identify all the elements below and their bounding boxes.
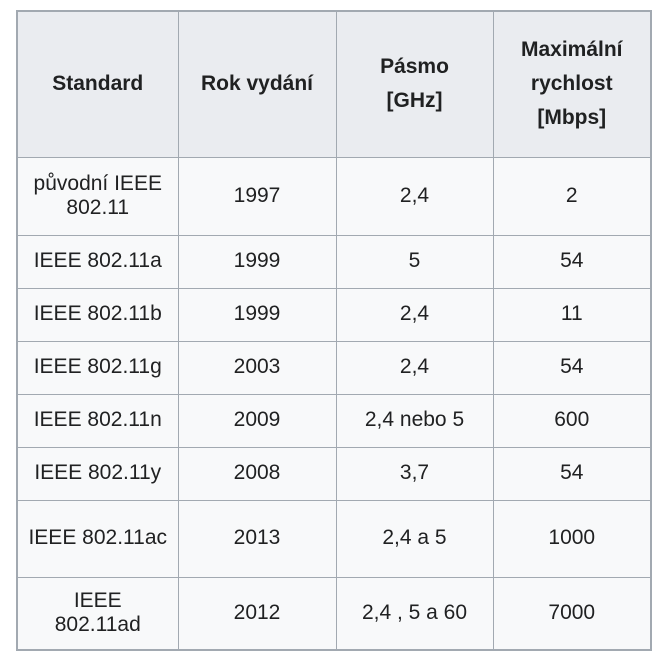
- cell-year: 2012: [177, 576, 337, 651]
- column-header-speed: Maximální rychlost [Mbps]: [492, 10, 652, 158]
- cell-standard: IEEE 802.11g: [16, 340, 179, 395]
- cell-year: 2003: [177, 340, 337, 395]
- cell-year: 2008: [177, 446, 337, 501]
- cell-standard: IEEE 802.11b: [16, 287, 179, 342]
- table-container: Standard Rok vydání Pásmo [GHz] Maximáln…: [16, 10, 652, 651]
- table-row: IEEE 802.11y 2008 3,7 54: [16, 446, 652, 501]
- cell-speed: 54: [492, 340, 652, 395]
- header-speed-label-2: rychlost: [530, 72, 613, 96]
- cell-standard: IEEE 802.11ac: [16, 499, 179, 578]
- cell-year: 1999: [177, 234, 337, 289]
- cell-band: 2,4 , 5 a 60: [335, 576, 494, 651]
- header-speed-label-1: Maximální: [520, 38, 623, 62]
- column-header-standard: Standard: [16, 10, 179, 158]
- cell-speed: 600: [492, 393, 652, 448]
- cell-speed: 1000: [492, 499, 652, 578]
- cell-standard: IEEE 802.11ad: [16, 576, 179, 651]
- cell-speed: 7000: [492, 576, 652, 651]
- cell-speed: 11: [492, 287, 652, 342]
- header-speed-unit: [Mbps]: [537, 106, 607, 130]
- column-header-year: Rok vydání: [177, 10, 337, 158]
- header-year-label: Rok vydání: [200, 72, 314, 96]
- cell-standard: původní IEEE 802.11: [16, 156, 179, 236]
- cell-band: 2,4 nebo 5: [335, 393, 494, 448]
- header-band-label: Pásmo: [380, 55, 449, 79]
- header-standard-label: Standard: [52, 72, 144, 96]
- wifi-standards-table: Standard Rok vydání Pásmo [GHz] Maximáln…: [16, 10, 652, 651]
- table-row: původní IEEE 802.11 1997 2,4 2: [16, 156, 652, 236]
- table-row: IEEE 802.11n 2009 2,4 nebo 5 600: [16, 393, 652, 448]
- table-row: IEEE 802.11ad 2012 2,4 , 5 a 60 7000: [16, 576, 652, 651]
- cell-band: 2,4: [335, 287, 494, 342]
- cell-year: 1999: [177, 287, 337, 342]
- cell-year: 1997: [177, 156, 337, 236]
- cell-year: 2013: [177, 499, 337, 578]
- header-row: Standard Rok vydání Pásmo [GHz] Maximáln…: [16, 10, 652, 158]
- cell-band: 2,4 a 5: [335, 499, 494, 578]
- cell-standard: IEEE 802.11a: [16, 234, 179, 289]
- cell-band: 2,4: [335, 156, 494, 236]
- table-row: IEEE 802.11a 1999 5 54: [16, 234, 652, 289]
- cell-standard: IEEE 802.11n: [16, 393, 179, 448]
- cell-band: 2,4: [335, 340, 494, 395]
- table-row: IEEE 802.11g 2003 2,4 54: [16, 340, 652, 395]
- cell-standard: IEEE 802.11y: [16, 446, 179, 501]
- cell-speed: 54: [492, 234, 652, 289]
- cell-year: 2009: [177, 393, 337, 448]
- cell-speed: 54: [492, 446, 652, 501]
- table-row: IEEE 802.11b 1999 2,4 11: [16, 287, 652, 342]
- cell-speed: 2: [492, 156, 652, 236]
- cell-band: 5: [335, 234, 494, 289]
- cell-band: 3,7: [335, 446, 494, 501]
- header-band-unit: [GHz]: [386, 89, 443, 113]
- table-row: IEEE 802.11ac 2013 2,4 a 5 1000: [16, 499, 652, 578]
- column-header-band: Pásmo [GHz]: [335, 10, 494, 158]
